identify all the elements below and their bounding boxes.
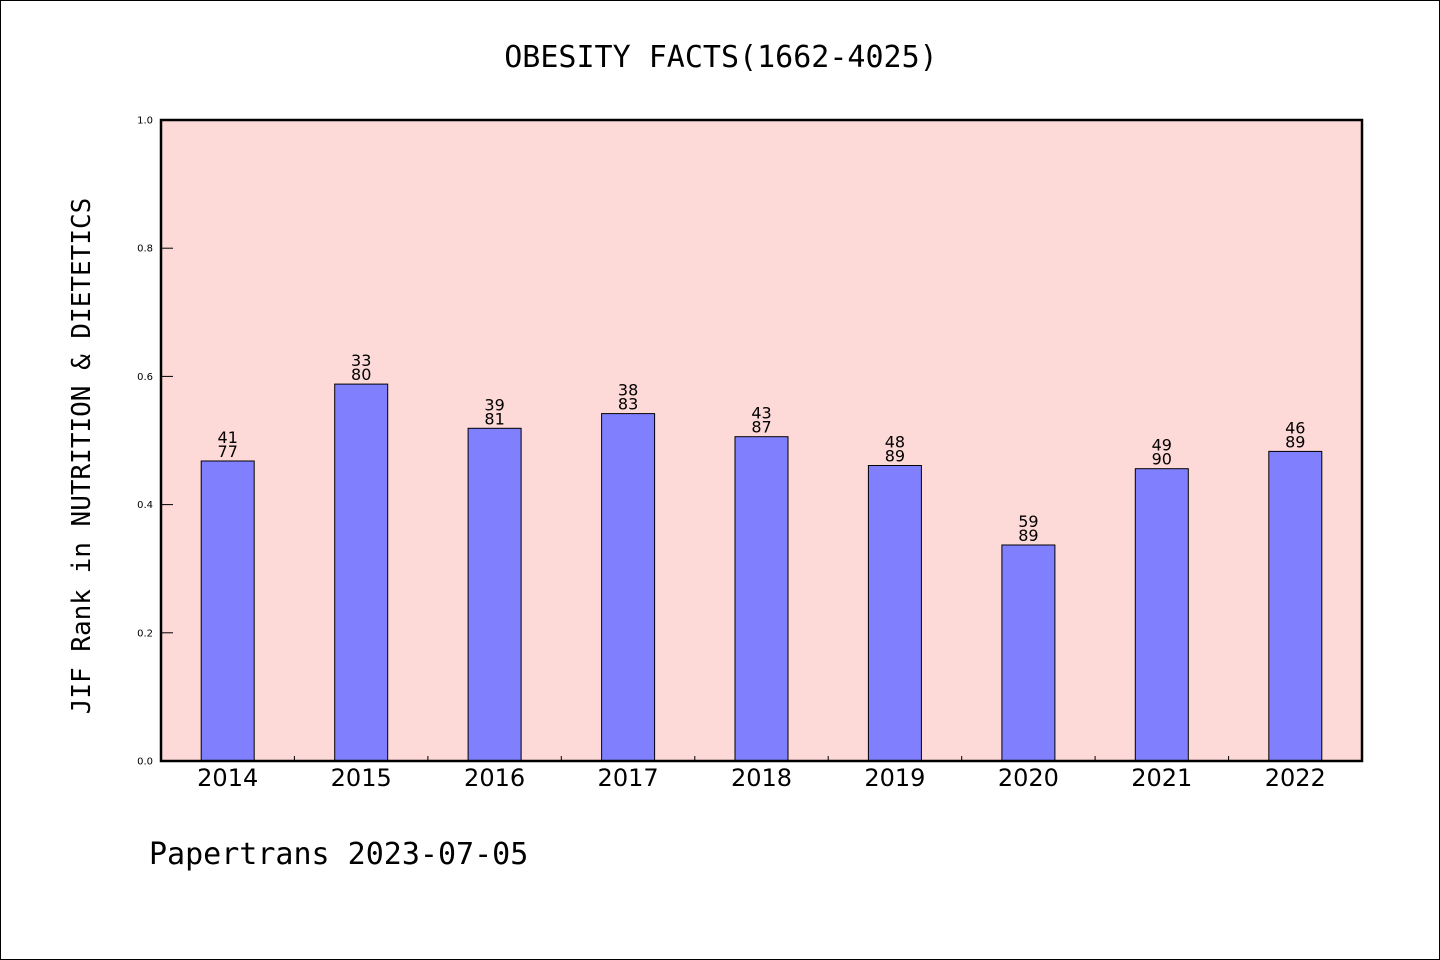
x-tick-group: 2014 2015 2016 2017 2018 2019 2020 2021 2022: [197, 756, 1326, 792]
y-tick-label: 0.0: [137, 757, 153, 768]
bar-2017: [601, 413, 656, 762]
data-label-rank: 33: [351, 351, 371, 370]
x-tick-label: 2021: [1131, 764, 1192, 792]
data-label-total: 87: [751, 418, 771, 437]
data-label-rank: 41: [218, 428, 238, 447]
bar-2016: [467, 427, 522, 762]
data-label-rank: 49: [1152, 436, 1172, 455]
plot-frame: [159, 118, 1364, 763]
data-label-rank: 46: [1285, 418, 1305, 437]
bar-2018: [734, 436, 789, 762]
x-tick-label: 2014: [197, 764, 258, 792]
bar-2015: [334, 383, 389, 762]
data-label-total: 89: [885, 447, 905, 466]
footer-credit: Papertrans 2023-07-05: [149, 837, 528, 872]
y-tick-label: 0.4: [137, 500, 153, 511]
data-label-rank: 48: [885, 433, 905, 452]
data-label-total: 90: [1152, 450, 1172, 469]
x-tick-label: 2018: [731, 764, 792, 792]
data-label-total: 77: [218, 442, 238, 461]
data-label-total: 80: [351, 365, 371, 384]
y-tick-label: 1.0: [137, 116, 153, 127]
data-label-rank: 38: [618, 381, 638, 400]
y-tick-label: 0.8: [137, 244, 153, 255]
bar-2019: [867, 465, 922, 762]
data-label-rank: 43: [751, 404, 771, 423]
y-tick-label: 0.2: [137, 628, 153, 639]
x-tick-label: 2015: [331, 764, 392, 792]
bar-2021: [1134, 468, 1189, 762]
x-tick-label: 2020: [998, 764, 1059, 792]
bars-group: [200, 383, 1323, 762]
bar-2020: [1001, 544, 1056, 762]
data-label-total: 89: [1018, 526, 1038, 545]
bar-2022: [1268, 450, 1323, 762]
data-label-total: 81: [484, 409, 504, 428]
x-tick-label: 2017: [598, 764, 659, 792]
x-tick-label: 2022: [1265, 764, 1326, 792]
data-label-rank: 59: [1018, 512, 1038, 531]
y-tick-label: 0.6: [137, 372, 153, 383]
x-tick-label: 2016: [464, 764, 525, 792]
data-label-rank: 39: [484, 395, 504, 414]
y-axis-label: JIF Rank in NUTRITION & DIETETICS: [67, 198, 97, 715]
chart-title: OBESITY FACTS(1662-4025): [504, 40, 937, 75]
data-label-total: 89: [1285, 432, 1305, 451]
bar-2014: [200, 460, 255, 762]
data-label-total: 83: [618, 395, 638, 414]
x-tick-label: 2019: [864, 764, 925, 792]
